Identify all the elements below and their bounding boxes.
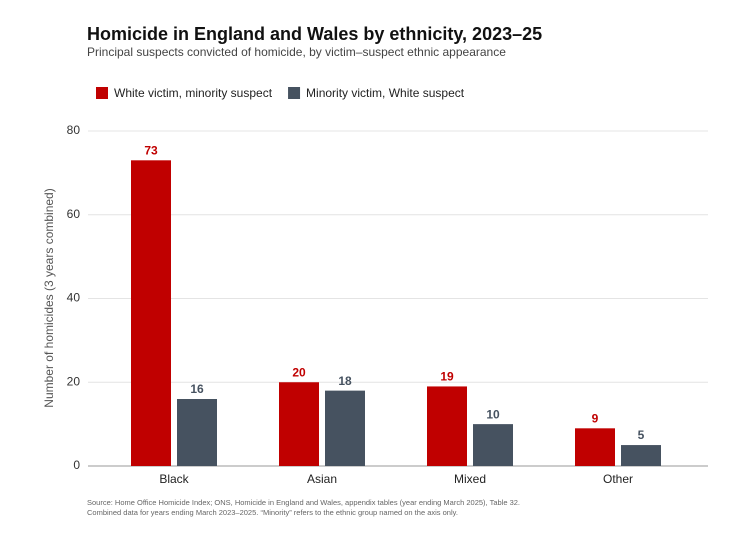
bar: [131, 160, 171, 466]
source-note: Source: Home Office Homicide Index; ONS,…: [87, 498, 520, 507]
bar: [279, 382, 319, 466]
source-note: Combined data for years ending March 202…: [87, 508, 458, 517]
y-tick-label: 0: [73, 458, 80, 472]
data-label: 10: [486, 407, 500, 421]
x-tick-label: Black: [159, 472, 189, 486]
x-tick-label: Asian: [307, 472, 337, 486]
data-label: 5: [638, 428, 645, 442]
legend-label: Minority victim, White suspect: [306, 86, 465, 100]
chart-subtitle: Principal suspects convicted of homicide…: [87, 45, 506, 59]
chart-title: Homicide in England and Wales by ethnici…: [87, 24, 542, 44]
bar: [325, 390, 365, 466]
y-tick-label: 20: [67, 374, 81, 388]
bar: [575, 428, 615, 466]
bar: [427, 386, 467, 466]
y-tick-label: 60: [67, 207, 81, 221]
legend-swatch: [96, 87, 108, 99]
data-label: 20: [292, 365, 306, 379]
x-tick-label: Mixed: [454, 472, 486, 486]
bar: [177, 399, 217, 466]
data-label: 16: [190, 382, 204, 396]
y-axis-label: Number of homicides (3 years combined): [42, 188, 56, 407]
data-label: 9: [592, 411, 599, 425]
legend-swatch: [288, 87, 301, 99]
bar: [473, 424, 513, 466]
legend-label: White victim, minority suspect: [114, 86, 273, 100]
y-tick-label: 40: [67, 291, 81, 305]
data-label: 18: [338, 374, 352, 388]
x-tick-label: Other: [603, 472, 633, 486]
y-tick-label: 80: [67, 123, 81, 137]
data-label: 19: [440, 370, 454, 384]
bar: [621, 445, 661, 466]
data-label: 73: [144, 143, 158, 157]
